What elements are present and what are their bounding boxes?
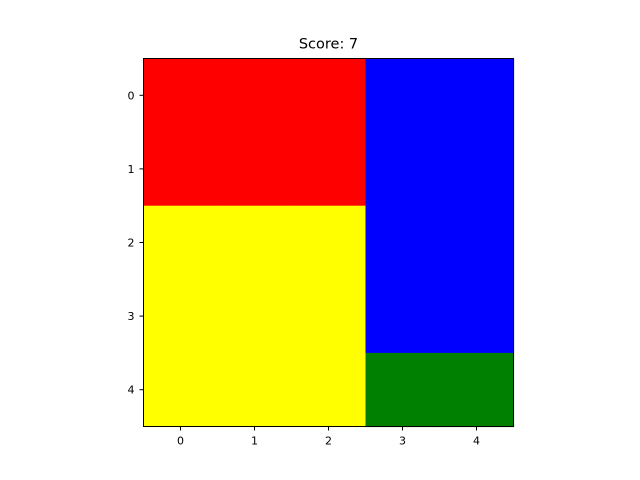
x-tick-label: 0 — [177, 435, 184, 448]
y-tick-label: 1 — [128, 163, 135, 176]
board-cell-yellow — [217, 352, 293, 428]
board-cell-red — [291, 58, 367, 133]
board-cell-blue — [365, 132, 441, 207]
board-cell-blue — [365, 279, 441, 354]
board-cells — [143, 58, 515, 428]
y-axis-ticks: 0 1 2 3 4 — [128, 89, 144, 397]
board-cell-yellow — [143, 279, 219, 354]
board-cell-green — [365, 352, 441, 428]
score-title: Score: 7 — [299, 37, 358, 53]
board-cell-red — [217, 58, 293, 133]
board-cell-green — [439, 352, 515, 428]
x-tick-label: 4 — [473, 435, 480, 448]
board-cell-yellow — [143, 352, 219, 428]
y-tick-label: 3 — [128, 310, 135, 323]
x-axis-ticks: 0 1 2 3 4 — [177, 426, 480, 448]
board-cell-yellow — [291, 352, 367, 428]
board-cell-yellow — [217, 205, 293, 280]
board-cell-red — [143, 58, 219, 133]
board-cell-blue — [365, 58, 441, 133]
y-tick-label: 4 — [128, 384, 135, 397]
board-cell-red — [217, 132, 293, 207]
board-cell-blue — [365, 205, 441, 280]
board-cell-blue — [439, 58, 515, 133]
board-cell-yellow — [291, 279, 367, 354]
board-cell-red — [291, 132, 367, 207]
x-tick-label: 2 — [325, 435, 332, 448]
board-cell-blue — [439, 132, 515, 207]
y-tick-label: 0 — [128, 89, 135, 102]
x-tick-label: 1 — [251, 435, 258, 448]
board-cell-yellow — [217, 279, 293, 354]
x-tick-label: 3 — [399, 435, 406, 448]
board-cell-blue — [439, 205, 515, 280]
board-cell-red — [143, 132, 219, 207]
y-tick-label: 2 — [128, 237, 135, 250]
board-cell-yellow — [291, 205, 367, 280]
board-cell-yellow — [143, 205, 219, 280]
board-cell-blue — [439, 279, 515, 354]
